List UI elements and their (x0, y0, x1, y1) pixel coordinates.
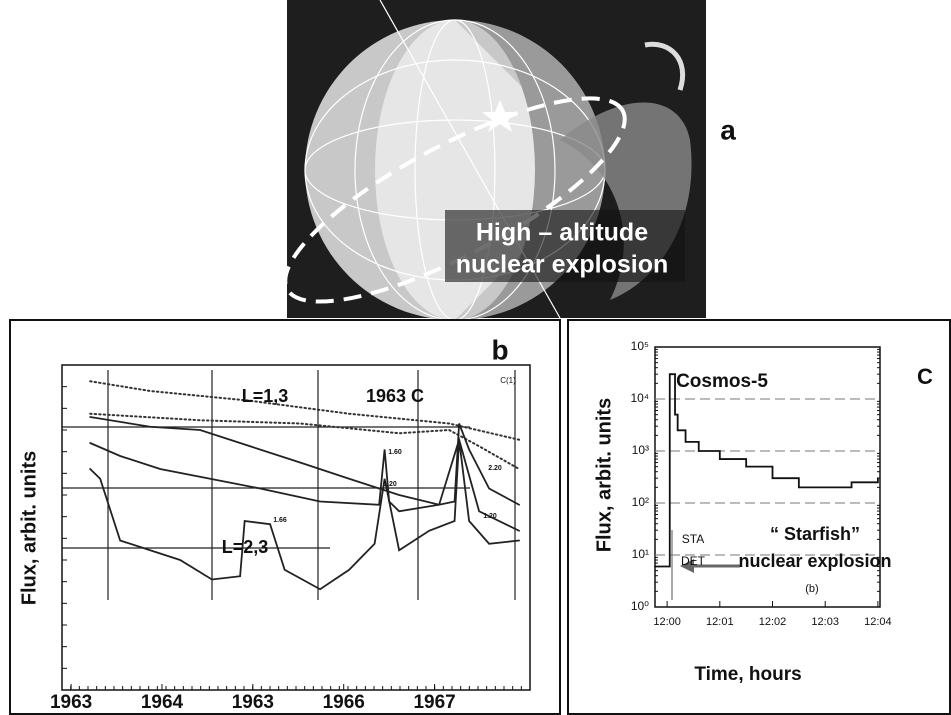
data-line (654, 373, 879, 568)
annotation: 1.66 (273, 517, 287, 524)
plot-frame (61, 364, 531, 691)
annotation: STA (682, 532, 704, 546)
caption-line: nuclear explosion (456, 251, 669, 279)
x-tick-label: 12:00 (653, 616, 681, 628)
arrow (644, 41, 686, 91)
chart: 10⁰ 10¹ 10² 10³ 10⁴ 10⁵ 12:00 12:01 12:02 12:03 12… (593, 339, 933, 685)
y-tick-label: 10⁵ (631, 339, 649, 353)
y-tick-label: 10⁰ (631, 599, 649, 613)
x-axis-label: Time, hours (694, 664, 801, 685)
annotation: “ Starfish” (770, 524, 860, 544)
x-tick-label: 1963 (50, 692, 92, 713)
x-tick-label: 12:01 (706, 616, 734, 628)
panel-label: C (917, 364, 933, 389)
data-line (89, 380, 521, 441)
plot-frame (654, 346, 881, 608)
annotation: L=1,3 (242, 386, 289, 406)
annotation: DET (681, 554, 706, 568)
y-axis-label: Flux, arbit. units (593, 398, 615, 552)
x-tick-label: 12:02 (759, 616, 787, 628)
y-tick-label: 10⁴ (630, 391, 649, 405)
panel-b-frame (9, 319, 561, 715)
y-tick-label: 10¹ (632, 547, 649, 561)
panel-b-scan-lines (62, 370, 516, 600)
annotation: 1963 C (366, 386, 424, 406)
x-tick-label: 1964 (141, 692, 184, 713)
y-axis-label: Flux, arbit. units (18, 451, 40, 605)
annotation: 1.20 (483, 513, 497, 520)
x-tick-label: 12:04 (864, 616, 892, 628)
panel-label: b (491, 334, 508, 365)
panel-c-frame (567, 319, 951, 715)
y-tick-label: 10³ (632, 443, 649, 457)
chart-title: Cosmos-5 (676, 371, 768, 392)
explosion-star (482, 100, 518, 132)
annotation: 2.20 (488, 465, 502, 472)
annotation: 1.20 (383, 481, 397, 488)
panel-a: High – altitude nuclear explosion a (283, 0, 736, 321)
panel-label: a (720, 114, 736, 145)
annotation: 1.60 (388, 449, 402, 456)
data-line (89, 412, 521, 470)
y-tick-label: 10² (632, 495, 649, 509)
globe-lit (375, 20, 605, 320)
annotation: (b) (805, 583, 818, 595)
x-tick-label: 1963 (232, 692, 274, 713)
x-tick-label: 1966 (323, 692, 365, 713)
chart: 1963 1964 1963 1966 1967 Flux, arbit. units b L… (18, 334, 531, 713)
annotation: C(1) (500, 376, 516, 385)
data-line (89, 436, 520, 532)
x-tick-label: 12:03 (811, 616, 839, 628)
annotation: L=2,3 (222, 537, 269, 557)
panel-c-decoration (671, 530, 740, 600)
caption-box (445, 210, 685, 282)
data-line (89, 416, 520, 506)
data-line (89, 439, 520, 591)
x-tick-label: 1967 (413, 692, 455, 713)
caption-line: High – altitude (476, 219, 648, 247)
annotation: nuclear explosion (738, 551, 891, 571)
